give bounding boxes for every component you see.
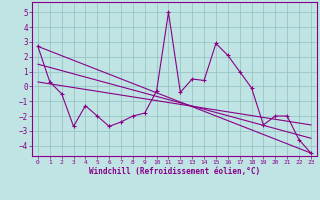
X-axis label: Windchill (Refroidissement éolien,°C): Windchill (Refroidissement éolien,°C) [89, 167, 260, 176]
